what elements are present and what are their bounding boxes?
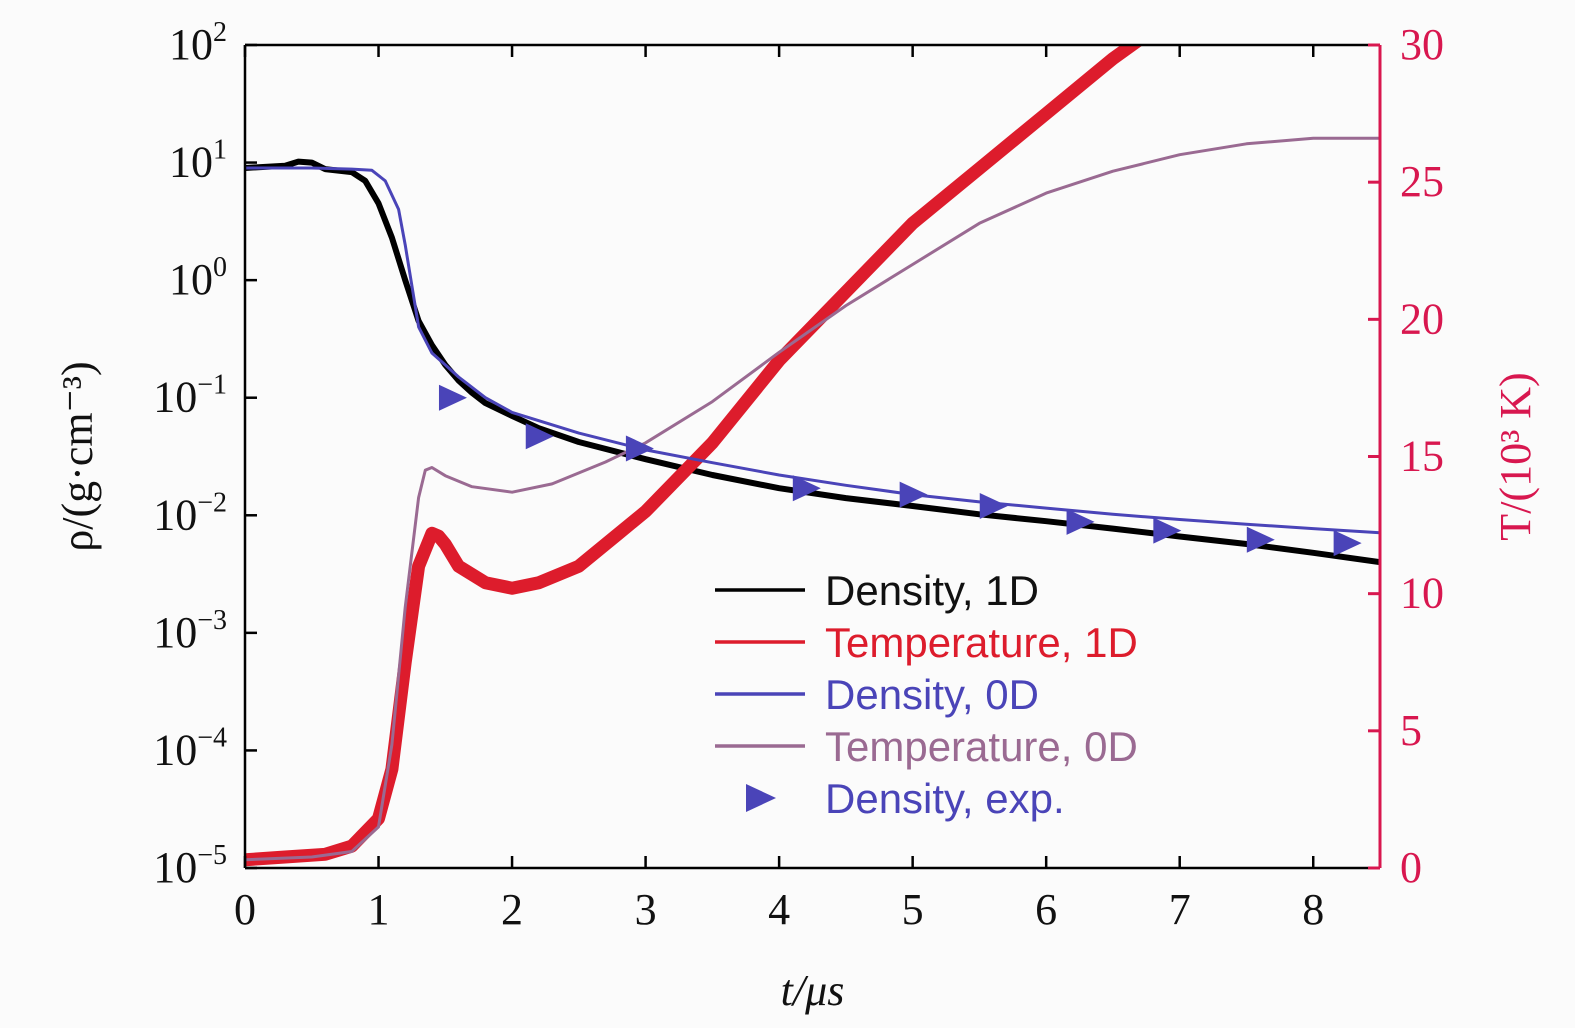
plot-series — [245, 45, 1380, 867]
y-right-tick-label: 10 — [1400, 569, 1444, 618]
series-line-temperature-0d — [245, 136, 1380, 862]
y-left-tick-exponent: −3 — [197, 605, 227, 636]
y-right-tick-label: 15 — [1400, 432, 1444, 481]
y-left-tick-base: 10 — [153, 725, 197, 774]
y-right-tick-label: 30 — [1400, 20, 1444, 69]
y-left-tick-base: 10 — [153, 608, 197, 657]
x-tick-label: 5 — [902, 885, 924, 934]
y-left-tick-label: 10−3 — [153, 605, 227, 657]
exp-marker — [792, 475, 821, 502]
x-tick-label: 1 — [368, 885, 390, 934]
y-left-tick-exponent: −2 — [197, 487, 227, 518]
exp-marker — [1153, 517, 1182, 544]
series-line-density-1d — [245, 158, 1380, 566]
y-left-tick-base: 10 — [169, 20, 213, 69]
y-left-tick-exponent: −4 — [197, 722, 227, 753]
exp-marker — [625, 435, 654, 462]
y-right-tick-label: 25 — [1400, 157, 1444, 206]
y-left-tick-label: 100 — [169, 252, 227, 304]
exp-marker — [1333, 530, 1362, 557]
exp-marker — [1066, 508, 1095, 535]
exp-marker — [979, 492, 1008, 519]
legend-label: Density, 0D — [825, 671, 1039, 718]
y-left-tick-base: 10 — [153, 373, 197, 422]
y-left-tick-base: 10 — [153, 490, 197, 539]
y-left-tick-label: 10−5 — [153, 840, 227, 892]
y-left-tick-label: 10−1 — [153, 370, 227, 422]
y-right-tick-label: 20 — [1400, 294, 1444, 343]
legend: Density, 1D Temperature, 1D Density, 0D Tem… — [715, 567, 1138, 822]
legend-marker — [746, 784, 776, 812]
y-left-tick-label: 10−4 — [153, 722, 227, 774]
y-left-tick-exponent: 0 — [213, 252, 227, 283]
exp-marker — [899, 481, 928, 508]
x-tick-label: 3 — [635, 885, 657, 934]
exp-marker — [1246, 526, 1275, 553]
legend-label: Density, 1D — [825, 567, 1039, 614]
legend-label: Temperature, 1D — [825, 619, 1138, 666]
x-tick-label: 7 — [1169, 885, 1191, 934]
x-axis-title: t/μs — [781, 966, 845, 1015]
y-left-tick-label: 10−2 — [153, 487, 227, 539]
y-right-tick-label: 0 — [1400, 843, 1422, 892]
legend-label: Temperature, 0D — [825, 723, 1138, 770]
y-left-tick-base: 10 — [153, 843, 197, 892]
exp-marker — [438, 384, 467, 411]
x-tick-label: 4 — [768, 885, 790, 934]
y-left-tick-label: 101 — [169, 135, 227, 187]
y-left-tick-label: 102 — [169, 17, 227, 69]
x-tick-label: 6 — [1035, 885, 1057, 934]
x-tick-label: 8 — [1302, 885, 1324, 934]
exp-marker — [525, 423, 554, 450]
y-left-tick-exponent: −5 — [197, 840, 227, 871]
series-line-density-0d — [245, 166, 1380, 535]
legend-label: Density, exp. — [825, 775, 1065, 822]
y-right-tick-label: 5 — [1400, 706, 1422, 755]
y-left-tick-base: 10 — [169, 255, 213, 304]
x-tick-label: 0 — [234, 885, 256, 934]
y-left-tick-exponent: 2 — [213, 17, 227, 48]
y-left-tick-exponent: −1 — [197, 370, 227, 401]
x-tick-label: 2 — [501, 885, 523, 934]
y-left-tick-exponent: 1 — [213, 135, 227, 166]
y-left-tick-base: 10 — [169, 138, 213, 187]
y-left-axis-title: ρ/(g·cm⁻³) — [53, 361, 102, 551]
y-right-axis-title: T/(10³ K) — [1491, 372, 1540, 540]
